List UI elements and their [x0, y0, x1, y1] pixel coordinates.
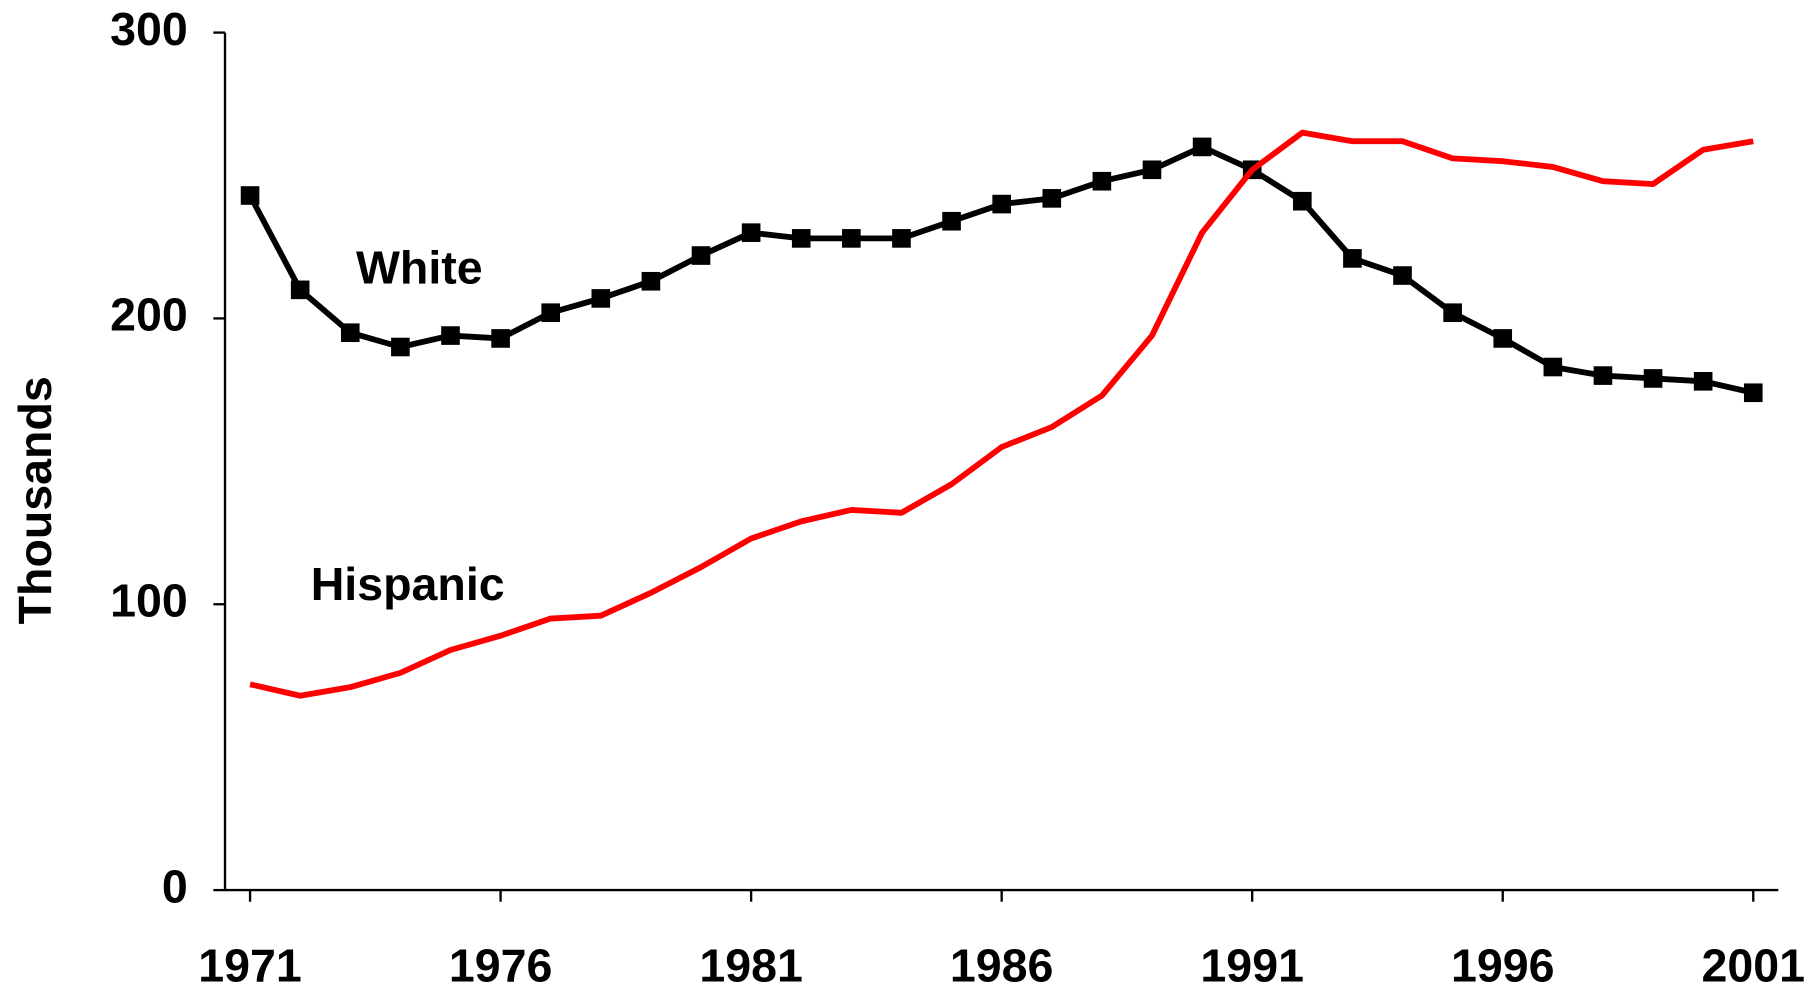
y-tick-label: 100 [110, 575, 188, 627]
series-label: Hispanic [311, 558, 505, 610]
marker [791, 229, 811, 248]
y-tick-label: 0 [162, 860, 188, 912]
x-tick-label: 1991 [1200, 940, 1304, 989]
y-tick-label: 300 [110, 3, 188, 55]
marker [1493, 329, 1513, 348]
marker [641, 271, 661, 291]
marker [491, 329, 510, 348]
x-tick-label: 1981 [699, 940, 803, 989]
marker [892, 229, 911, 248]
marker [741, 223, 761, 242]
marker [1192, 137, 1212, 157]
y-axis-label: Thousands [9, 376, 61, 624]
series-line [249, 129, 1754, 699]
marker [1092, 171, 1112, 191]
y-tick-label: 200 [110, 289, 188, 341]
marker [1593, 366, 1613, 385]
marker [842, 229, 861, 248]
x-tick-label: 1996 [1451, 940, 1555, 989]
marker [1142, 160, 1162, 180]
marker [391, 337, 410, 357]
marker [942, 211, 961, 231]
marker [1443, 303, 1462, 323]
marker [240, 186, 260, 205]
x-tick-label: 1971 [198, 940, 302, 989]
x-tick-label: 1986 [950, 940, 1054, 989]
marker [1643, 369, 1663, 388]
marker [1543, 357, 1563, 377]
marker [1743, 383, 1763, 403]
marker [591, 289, 611, 308]
marker [290, 280, 310, 300]
marker [691, 246, 711, 265]
marker [1393, 266, 1412, 285]
marker [340, 323, 360, 343]
marker [541, 303, 561, 323]
x-tick-label: 2001 [1702, 940, 1806, 989]
marker [1693, 371, 1713, 391]
marker [1292, 191, 1312, 211]
marker [1042, 189, 1062, 208]
x-tick-label: 1976 [449, 940, 553, 989]
marker [441, 326, 460, 345]
series-label: White [356, 241, 483, 293]
marker [1343, 249, 1362, 268]
marker [992, 194, 1011, 214]
